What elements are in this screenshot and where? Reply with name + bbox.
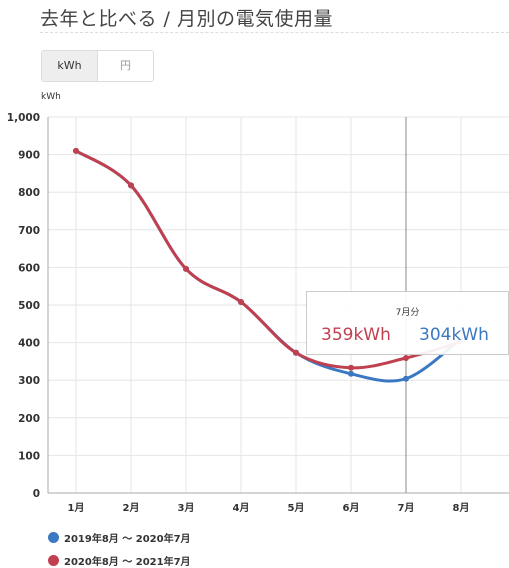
data-point-current-year: [403, 355, 409, 362]
data-point-current-year: [183, 265, 189, 272]
legend-item-previous-year[interactable]: 2019年8月 〜 2020年7月: [48, 530, 191, 545]
chart-points: [73, 147, 409, 382]
x-tick-label: 7月: [398, 502, 415, 514]
page-title: 去年と比べる / 月別の電気使用量: [40, 8, 333, 30]
data-point-current-year: [348, 364, 354, 371]
y-tick-label: 800: [18, 187, 40, 199]
y-tick-label: 100: [18, 450, 40, 462]
y-tick-label: 600: [18, 262, 40, 274]
y-axis-unit-label: kWh: [41, 92, 61, 102]
chart-axes: 0 100 200 300 400 500 600 700 800 900 1,000 1月 2月 3月 4…: [7, 112, 509, 514]
data-point-current-year: [128, 182, 134, 189]
legend-dot-current-year: [48, 555, 59, 566]
yen-toggle-button[interactable]: 円: [97, 51, 153, 81]
kwh-toggle-button[interactable]: kWh: [42, 51, 97, 81]
x-tick-label: 2月: [123, 502, 140, 514]
x-tick-label: 1月: [68, 502, 85, 514]
tooltip-value-previous: 304kWh: [419, 325, 489, 345]
data-point-current-year: [293, 349, 299, 356]
x-tick-label: 4月: [233, 502, 250, 514]
x-tick-label: 6月: [343, 502, 360, 514]
y-tick-label: 0: [33, 488, 40, 500]
y-tick-label: 900: [18, 150, 40, 162]
unit-toggle: kWh 円: [41, 50, 154, 82]
y-tick-label: 400: [18, 338, 40, 350]
tooltip-title: 7月分: [395, 308, 420, 318]
y-tick-label: 500: [18, 300, 40, 312]
y-tick-label: 1,000: [7, 112, 40, 124]
tooltip-value-current: 359kWh: [321, 325, 391, 345]
y-tick-label: 300: [18, 375, 40, 387]
data-point-current-year: [238, 298, 244, 305]
x-tick-label: 5月: [288, 502, 305, 514]
legend-label-previous-year: 2019年8月 〜 2020年7月: [64, 534, 191, 545]
y-tick-label: 700: [18, 225, 40, 237]
legend-label-current-year: 2020年8月 〜 2021年7月: [64, 557, 191, 568]
chart-tooltip: 7月分 359kWh 304kWh: [306, 291, 509, 355]
legend-dot-previous-year: [48, 532, 59, 543]
series-line-current-year: [74, 149, 463, 370]
data-point-current-year: [73, 147, 79, 154]
data-point-previous-year: [348, 370, 354, 377]
legend-item-current-year[interactable]: 2020年8月 〜 2021年7月: [48, 553, 191, 568]
x-tick-label: 8月: [453, 502, 470, 514]
x-tick-label: 3月: [178, 502, 195, 514]
data-point-previous-year: [403, 375, 409, 382]
y-tick-label: 200: [18, 413, 40, 425]
title-divider: [40, 32, 509, 33]
chart-lines: [74, 149, 463, 383]
